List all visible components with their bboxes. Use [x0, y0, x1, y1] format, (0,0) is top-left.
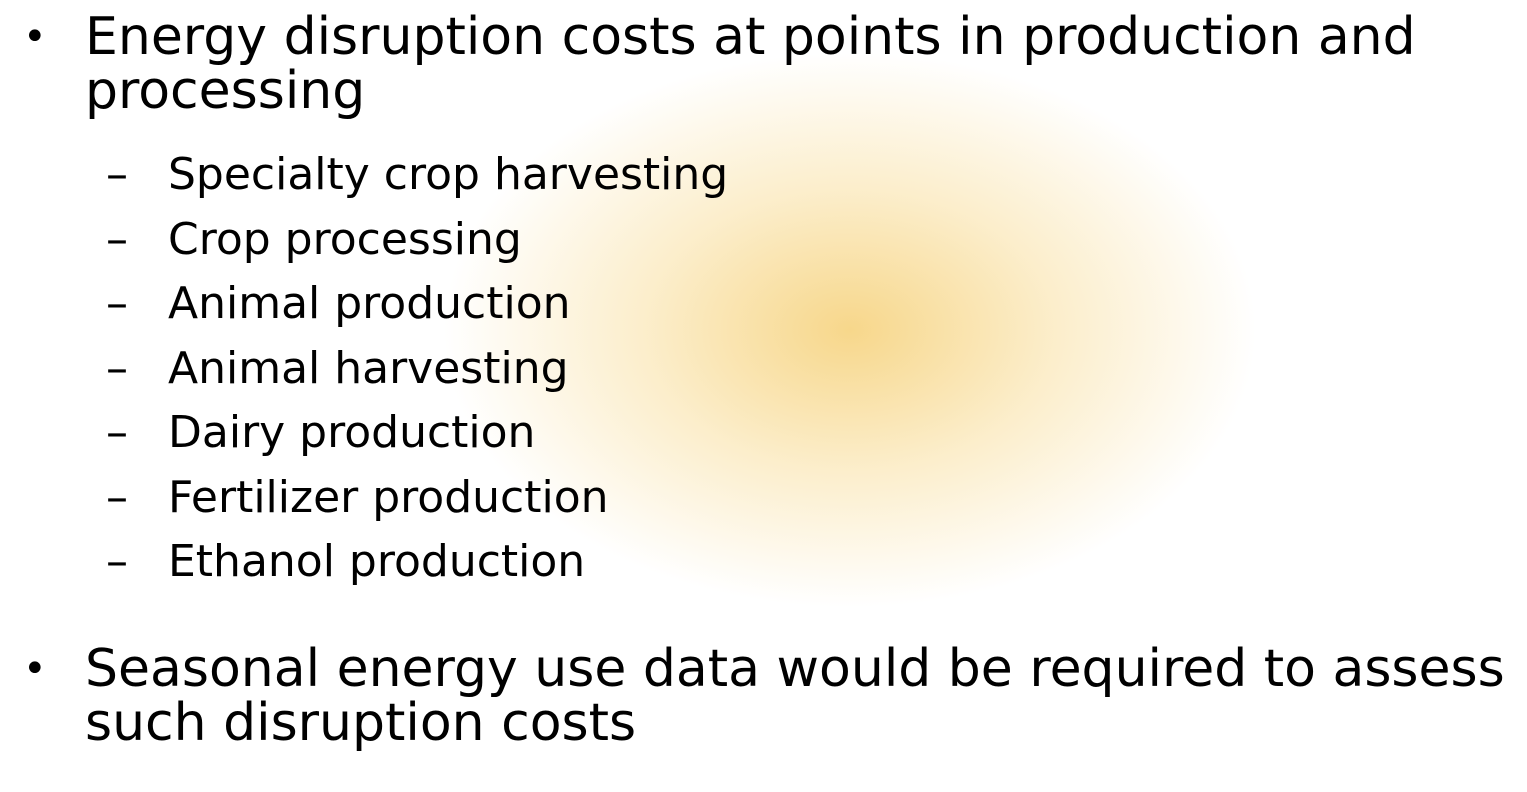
- sub-bullet: Dairy production: [106, 408, 536, 459]
- sub-bullet: Animal production: [106, 279, 570, 330]
- sub-bullet: Crop processing: [106, 214, 522, 265]
- sub-bullet: Ethanol production: [106, 537, 585, 588]
- sub-bullet: Fertilizer production: [106, 472, 608, 523]
- sub-bullet: Specialty crop harvesting: [106, 150, 728, 201]
- bullet: Energy disruption costs at points in pro…: [23, 10, 1525, 118]
- sub-bullet: Animal harvesting: [106, 343, 568, 394]
- bullet: Seasonal energy use data would be requir…: [23, 642, 1525, 750]
- background-glow: [440, 50, 1260, 610]
